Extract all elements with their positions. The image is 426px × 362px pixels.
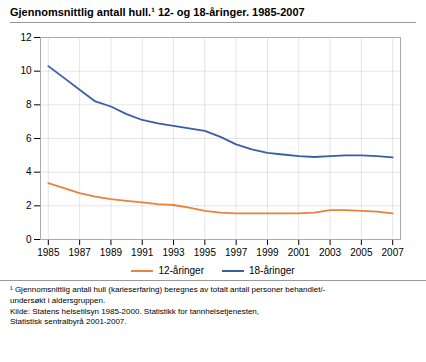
svg-text:0: 0 (26, 234, 32, 245)
svg-text:1989: 1989 (100, 247, 123, 258)
html-text:undersøkt i aldersgruppen.: undersøkt i aldersgruppen. (10, 295, 106, 305)
html-text:12-åringer: 12-åringer (158, 265, 204, 276)
svg-text:1999: 1999 (256, 247, 279, 258)
svg-text:6: 6 (26, 133, 32, 144)
svg-text:1993: 1993 (162, 247, 185, 258)
svg-text:1997: 1997 (225, 247, 248, 258)
html-text:¹ Gjennomsnittlig antall hull: ¹ Gjennomsnittlig antall hull (karieserf… (10, 285, 326, 294)
html-text:Statistisk sentralbyrå 2001-20: Statistisk sentralbyrå 2001-2007. (10, 317, 127, 327)
svg-text:2001: 2001 (288, 247, 311, 258)
svg-text:8: 8 (26, 99, 32, 110)
svg-text:4: 4 (26, 166, 32, 177)
svg-text:2003: 2003 (319, 247, 342, 258)
svg-text:2007: 2007 (382, 247, 405, 258)
svg-text:12: 12 (20, 32, 32, 43)
svg-text:1987: 1987 (69, 247, 92, 258)
svg-text:1985: 1985 (37, 247, 60, 258)
html-text:Kilde: Statens helsetilsyn 198: Kilde: Statens helsetilsyn 1985-2000. St… (10, 306, 259, 316)
svg-text:1995: 1995 (194, 247, 217, 258)
html-text:18-åringer: 18-åringer (249, 265, 295, 276)
html-text:Gjennomsnittlig antall hull.¹: Gjennomsnittlig antall hull.¹ 12- og 18-… (10, 6, 305, 18)
svg-text:10: 10 (20, 65, 32, 76)
svg-text:1991: 1991 (131, 247, 154, 258)
svg-text:2005: 2005 (350, 247, 373, 258)
svg-text:2: 2 (26, 200, 32, 211)
